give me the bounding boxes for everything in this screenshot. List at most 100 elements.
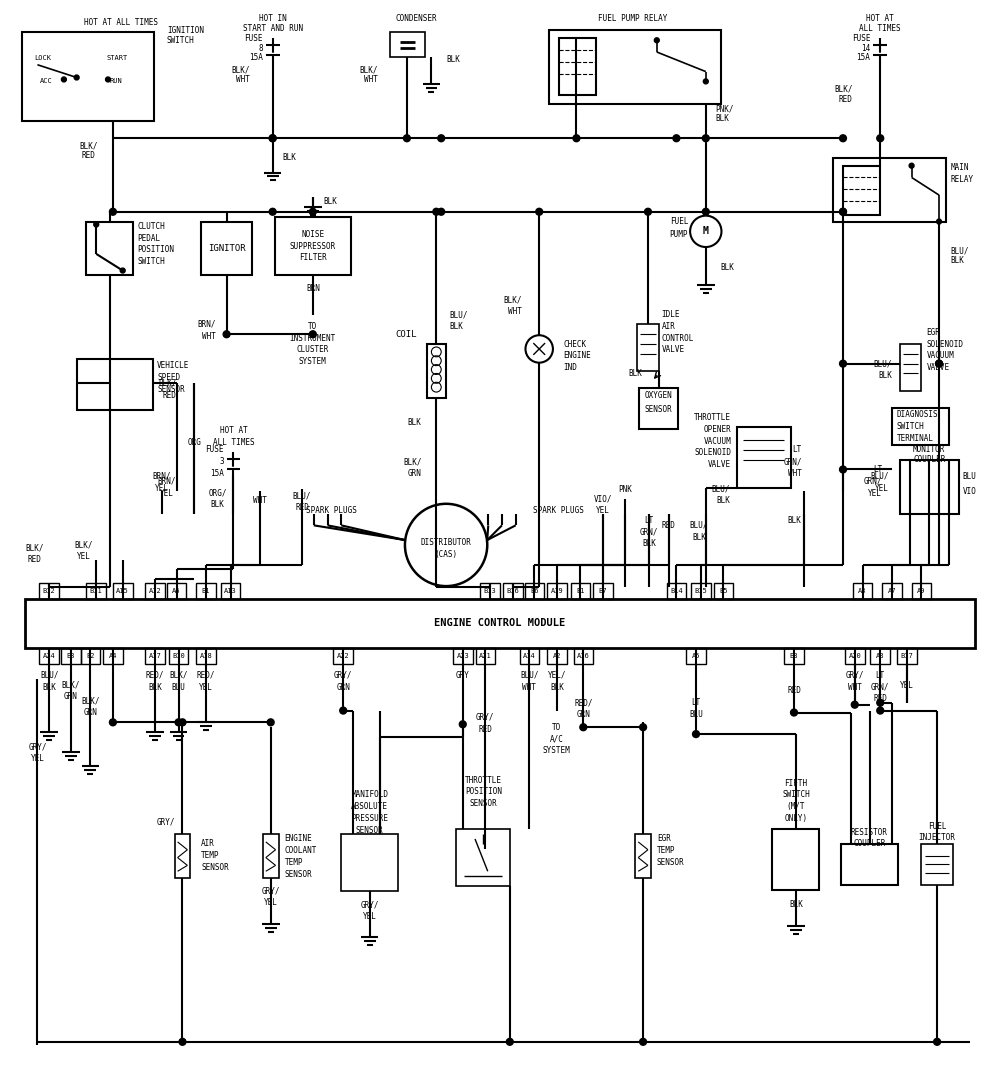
- Text: GRN: GRN: [64, 692, 78, 701]
- Circle shape: [877, 700, 884, 706]
- Text: A20: A20: [848, 653, 861, 659]
- Text: A22: A22: [337, 653, 350, 659]
- Bar: [263, 834, 279, 878]
- Text: BLU/: BLU/: [690, 521, 708, 529]
- Text: POSITION: POSITION: [465, 788, 502, 796]
- Text: RED/: RED/: [574, 699, 593, 707]
- Text: A/C: A/C: [550, 735, 564, 743]
- Circle shape: [640, 724, 647, 730]
- Text: RED: RED: [28, 556, 41, 564]
- Bar: [686, 648, 706, 664]
- Text: START AND RUN: START AND RUN: [243, 24, 303, 33]
- Text: B12: B12: [43, 588, 56, 593]
- Circle shape: [309, 208, 316, 215]
- Text: B17: B17: [900, 653, 913, 659]
- Text: FILTER: FILTER: [299, 253, 327, 263]
- Bar: [547, 648, 567, 664]
- Text: B13: B13: [484, 588, 497, 593]
- Circle shape: [106, 77, 110, 81]
- Text: LT: LT: [876, 671, 885, 680]
- Text: A4: A4: [109, 653, 117, 659]
- Circle shape: [179, 719, 186, 726]
- Circle shape: [179, 1038, 186, 1045]
- Text: EGR: EGR: [926, 328, 940, 336]
- Text: BLK: BLK: [449, 322, 463, 331]
- Text: SPEED: SPEED: [157, 373, 180, 382]
- Bar: [833, 157, 946, 221]
- Text: RED: RED: [787, 687, 801, 695]
- Text: YEL: YEL: [875, 484, 889, 493]
- Text: BLU: BLU: [172, 682, 185, 691]
- Bar: [25, 599, 975, 648]
- Text: START: START: [106, 55, 128, 61]
- Text: SWITCH: SWITCH: [897, 422, 925, 431]
- Text: IND: IND: [564, 363, 578, 372]
- Bar: [772, 829, 819, 890]
- Text: GRN/: GRN/: [864, 476, 882, 486]
- Text: OXYGEN: OXYGEN: [645, 392, 673, 400]
- Text: CHECK: CHECK: [564, 340, 587, 348]
- Bar: [61, 648, 81, 664]
- Circle shape: [840, 467, 846, 473]
- Text: MANIFOLD: MANIFOLD: [351, 790, 388, 800]
- Text: GRY/: GRY/: [360, 901, 379, 909]
- Circle shape: [269, 135, 276, 142]
- Text: A2: A2: [553, 653, 561, 659]
- Text: BLK/: BLK/: [62, 680, 80, 690]
- Text: COUPLER: COUPLER: [913, 456, 945, 464]
- Circle shape: [223, 331, 230, 337]
- Text: OPENER: OPENER: [704, 425, 731, 434]
- Text: SOLENOID: SOLENOID: [694, 448, 731, 458]
- Text: GRY/: GRY/: [846, 671, 864, 680]
- Text: RED/: RED/: [197, 671, 215, 680]
- Bar: [897, 648, 916, 664]
- Bar: [892, 408, 949, 445]
- Text: BLU/: BLU/: [874, 359, 892, 368]
- Text: PNK: PNK: [619, 485, 632, 494]
- Text: A19: A19: [550, 588, 563, 593]
- Text: PUMP: PUMP: [670, 230, 688, 239]
- Text: BLK: BLK: [324, 197, 337, 206]
- Bar: [637, 324, 659, 371]
- Text: POSITION: POSITION: [137, 245, 174, 255]
- Circle shape: [536, 208, 543, 215]
- Circle shape: [459, 720, 466, 728]
- Circle shape: [309, 331, 316, 337]
- Text: PNK/: PNK/: [716, 104, 734, 113]
- Text: BRN/: BRN/: [158, 476, 176, 486]
- Text: B3: B3: [67, 653, 75, 659]
- Circle shape: [840, 135, 846, 142]
- Text: B2: B2: [86, 653, 95, 659]
- Text: WHT: WHT: [202, 332, 216, 341]
- Circle shape: [936, 360, 942, 367]
- Text: ACC: ACC: [39, 78, 52, 85]
- Circle shape: [433, 208, 440, 215]
- Circle shape: [120, 268, 125, 273]
- Text: A3: A3: [858, 588, 867, 593]
- Text: B15: B15: [695, 588, 707, 593]
- Text: BRN/: BRN/: [153, 472, 171, 481]
- Text: ALL TIMES: ALL TIMES: [859, 24, 901, 33]
- Text: RED: RED: [295, 503, 309, 512]
- Text: A18: A18: [200, 653, 212, 659]
- Text: YEL: YEL: [900, 680, 914, 690]
- Text: GRY: GRY: [456, 671, 470, 680]
- Text: GRY/: GRY/: [334, 671, 352, 680]
- Circle shape: [702, 135, 709, 142]
- Text: B5: B5: [719, 588, 728, 593]
- Text: HOT AT: HOT AT: [866, 14, 894, 23]
- Text: BLK/: BLK/: [158, 379, 177, 387]
- Text: GRY/: GRY/: [476, 713, 495, 722]
- Bar: [843, 166, 880, 215]
- Text: RESISTOR: RESISTOR: [851, 828, 888, 837]
- Circle shape: [877, 135, 884, 142]
- Text: VACUUM: VACUUM: [704, 436, 731, 446]
- Bar: [86, 221, 133, 276]
- Circle shape: [840, 360, 846, 367]
- Text: BLK/: BLK/: [25, 544, 44, 552]
- Text: CONTROL: CONTROL: [662, 334, 694, 343]
- Text: YEL: YEL: [155, 484, 169, 493]
- Circle shape: [438, 208, 445, 215]
- Text: COOLANT: COOLANT: [284, 846, 317, 855]
- Text: BLK: BLK: [408, 418, 422, 427]
